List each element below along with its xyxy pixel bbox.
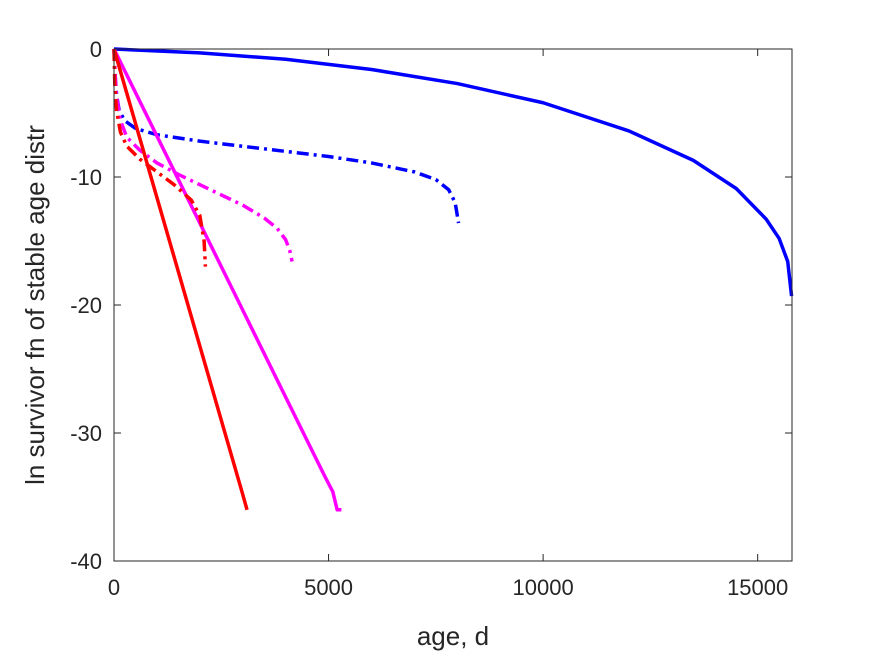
series-line-5 — [112, 48, 249, 511]
x-tick-label: 15000 — [727, 575, 788, 600]
y-tick-label: -30 — [70, 421, 102, 446]
series-line-4 — [112, 48, 294, 262]
plot-frame — [113, 48, 793, 562]
y-axis-label: ln survivor fn of stable age distr — [20, 125, 50, 485]
series-layer — [112, 47, 794, 512]
plot-area — [114, 49, 792, 561]
x-axis-label: age, d — [417, 621, 489, 651]
x-tick-label: 5000 — [304, 575, 353, 600]
x-tick-label: 0 — [108, 575, 120, 600]
tick-layer: 0 5000 10000 15000 0 -10 -20 -30 -40 — [70, 37, 792, 600]
y-tick-label: -20 — [70, 293, 102, 318]
y-tick-label: -40 — [70, 549, 102, 574]
x-tick-label: 10000 — [513, 575, 574, 600]
y-tick-label: -10 — [70, 165, 102, 190]
y-tick-label: 0 — [90, 37, 102, 62]
series-line-1 — [113, 47, 794, 297]
series-line-6 — [112, 48, 208, 267]
series-line-3 — [112, 48, 342, 512]
